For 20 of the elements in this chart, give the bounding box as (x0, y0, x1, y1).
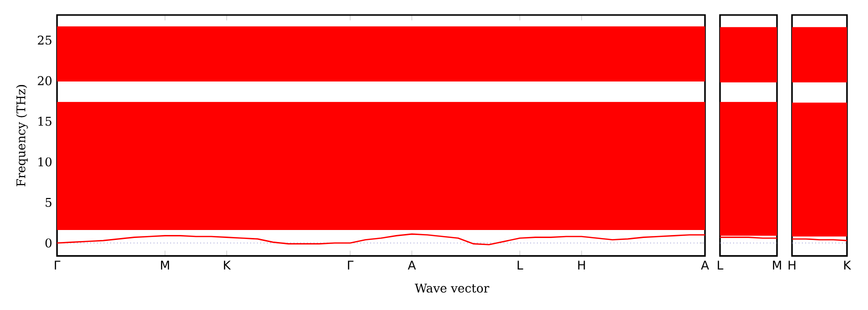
x-tick-label: L (518, 260, 524, 270)
x-tick-label: A (700, 260, 709, 270)
x-tick-label: H (788, 260, 796, 270)
y-tick-label: 15 (38, 116, 52, 126)
y-tick-label: 25 (38, 36, 52, 45)
x-axis-title: Wave vector (414, 284, 490, 293)
x-tick-label: H (578, 260, 585, 270)
x-tick-label: A (408, 260, 416, 270)
x-tick-label: K (844, 260, 852, 270)
x-tick-label: K (224, 260, 231, 270)
x-tick-label: M (772, 260, 781, 270)
x-tick-label: L (718, 260, 724, 270)
y-tick-label: 5 (46, 198, 52, 207)
x-tick-label: Γ (54, 260, 60, 270)
y-tick-label: 10 (38, 157, 52, 166)
x-tick-label: Γ (348, 260, 354, 270)
y-tick-label: 0 (45, 238, 52, 248)
y-axis-title: Frequency (THz) (16, 85, 28, 186)
x-tick-label: M (161, 260, 170, 270)
y-tick-label: 20 (38, 76, 52, 86)
